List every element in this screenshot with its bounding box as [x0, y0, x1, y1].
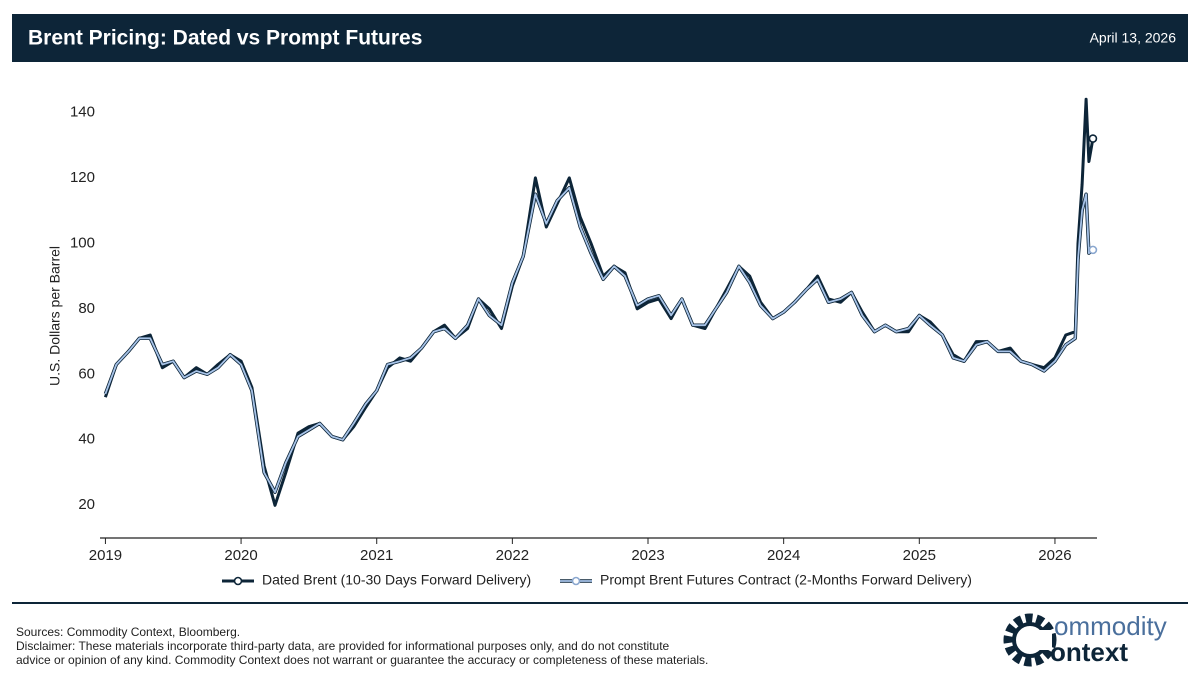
y-tick-label: 120	[70, 169, 95, 186]
legend-label: Prompt Brent Futures Contract (2-Months …	[600, 572, 972, 588]
x-tick-label: 2021	[360, 547, 393, 564]
legend-label: Dated Brent (10-30 Days Forward Delivery…	[262, 572, 531, 588]
series-line	[104, 186, 1094, 494]
y-tick-label: 100	[70, 234, 95, 251]
y-tick-label: 60	[78, 365, 95, 382]
y-tick-label: 140	[70, 103, 95, 120]
x-tick-label: 2023	[631, 547, 664, 564]
logo-text: ontext	[1050, 637, 1128, 667]
y-axis-label: U.S. Dollars per Barrel	[47, 246, 63, 386]
sources: Sources: Commodity Context, Bloomberg.	[16, 625, 240, 639]
logo: ommodity ontext	[1003, 611, 1167, 667]
x-tick-label: 2025	[903, 547, 936, 564]
y-tick-label: 80	[78, 300, 95, 317]
title: Brent Pricing: Dated vs Prompt Futures	[28, 27, 422, 50]
end-marker	[1088, 245, 1098, 255]
y-tick-label: 40	[78, 431, 95, 448]
date: April 13, 2026	[1090, 30, 1177, 46]
end-marker	[1088, 134, 1098, 143]
x-tick-label: 2024	[767, 547, 800, 564]
x-tick-label: 2019	[89, 547, 122, 564]
legend-marker	[233, 576, 243, 586]
series-line	[103, 97, 1095, 507]
logo-gap	[1038, 630, 1052, 650]
y-tick-label: 20	[78, 496, 95, 513]
x-tick-label: 2020	[224, 547, 257, 564]
disclaimer: Disclaimer: These materials incorporate …	[16, 639, 670, 653]
x-tick-label: 2022	[496, 547, 529, 564]
header-bar	[12, 14, 1188, 62]
logo-text: ommodity	[1054, 611, 1167, 641]
legend-marker	[571, 576, 581, 586]
x-tick-label: 2026	[1038, 547, 1071, 564]
disclaimer: advice or opinion of any kind. Commodity…	[16, 653, 708, 667]
